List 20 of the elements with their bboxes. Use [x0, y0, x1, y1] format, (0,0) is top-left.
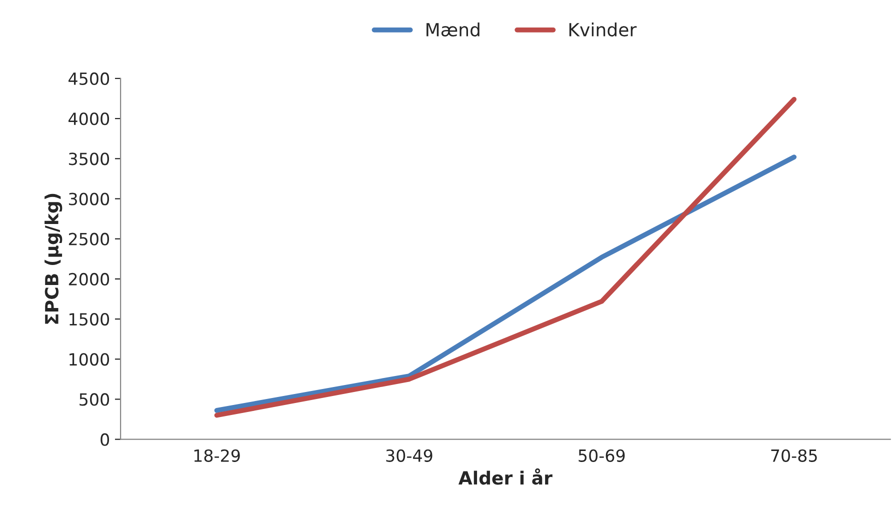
legend-label: Kvinder: [569, 22, 637, 36]
y-tick-label: 1500: [70, 312, 110, 326]
y-tick-label: 4000: [68, 112, 110, 126]
x-axis-title: Alder i år: [458, 468, 552, 485]
x-tick-label: 70-85: [771, 449, 817, 462]
y-tick-label: 2500: [68, 232, 110, 246]
y-tick-label: 3500: [68, 152, 110, 166]
line-series: [214, 154, 797, 413]
y-tick-label: 2000: [68, 272, 110, 286]
y-tick-label: 0: [100, 433, 110, 446]
y-tick-label: 4500: [68, 72, 110, 86]
y-axis-title: ΣPCB (µg/kg): [44, 194, 62, 324]
x-tick-label: 50-69: [578, 449, 625, 462]
y-tick-label: 500: [80, 393, 110, 406]
legend-label: Mænd: [426, 22, 480, 36]
line-series: [214, 96, 797, 418]
y-tick-label: 1000: [70, 353, 110, 366]
y-tick-label: 3000: [68, 192, 110, 206]
x-tick-label: 30-49: [386, 449, 432, 462]
x-tick-label: 18-29: [194, 449, 240, 462]
